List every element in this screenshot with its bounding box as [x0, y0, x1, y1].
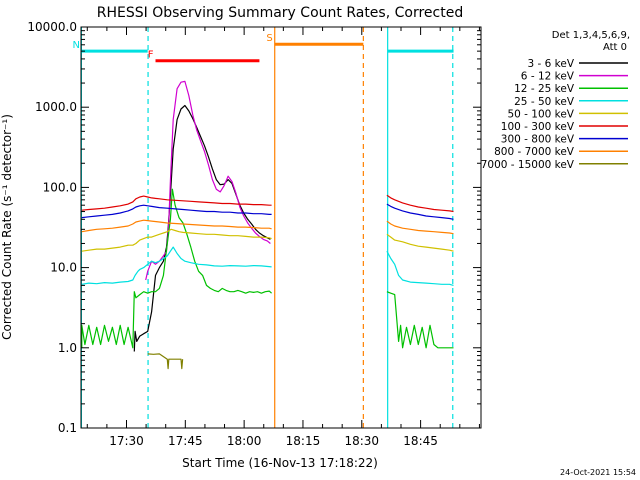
series-8 — [147, 353, 184, 370]
x-tick-label: 18:30 — [344, 434, 379, 448]
x-axis-label: Start Time (16-Nov-13 17:18:22) — [182, 456, 378, 470]
series-line — [133, 104, 271, 352]
legend-label: 25 - 50 keV — [514, 96, 575, 108]
generation-timestamp: 24-Oct-2021 15:54 — [560, 468, 636, 477]
x-tick-label: 18:45 — [403, 434, 438, 448]
y-tick-label: 0.1 — [58, 421, 77, 435]
series-line — [386, 291, 454, 349]
series-line — [81, 195, 272, 211]
legend-label: 12 - 25 keV — [514, 83, 575, 95]
legend-label: 50 - 100 keV — [507, 108, 574, 120]
series-line — [81, 204, 272, 219]
x-tick-label: 18:00 — [227, 434, 262, 448]
x-tick-label: 17:45 — [168, 434, 203, 448]
series-line — [145, 80, 271, 281]
series-line — [147, 353, 184, 370]
series-line — [81, 246, 272, 285]
legend-label: 300 - 800 keV — [501, 134, 575, 146]
series-line — [81, 228, 272, 252]
y-tick-label: 10.0 — [50, 261, 77, 275]
state-band-label-s: S — [266, 33, 272, 44]
series-line — [81, 219, 272, 233]
y-tick-label: 1000.0 — [35, 100, 77, 114]
y-tick-label: 1.0 — [58, 341, 77, 355]
detector-list: Det 1,3,4,5,6,9, — [552, 30, 630, 41]
series-6 — [81, 203, 454, 220]
series-4 — [81, 228, 454, 252]
chart-title: RHESSI Observing Summary Count Rates, Co… — [97, 5, 463, 21]
x-tick-label: 18:15 — [286, 434, 321, 448]
series-3 — [81, 246, 454, 286]
legend-label: 7000 - 15000 keV — [481, 159, 575, 171]
legend-label: 800 - 7000 keV — [494, 146, 575, 158]
series-1 — [145, 80, 271, 281]
series-line — [386, 250, 454, 286]
legend-label: 6 - 12 keV — [521, 71, 575, 83]
series-line — [386, 194, 454, 213]
series-2 — [81, 188, 454, 349]
series-5 — [81, 194, 454, 213]
series-0 — [133, 104, 271, 352]
series-line — [81, 188, 272, 349]
series-line — [386, 233, 454, 252]
plot-frame — [80, 26, 482, 429]
series-line — [386, 220, 454, 235]
legend-label: 3 - 6 keV — [527, 58, 574, 70]
series-line — [386, 203, 454, 220]
y-tick-label: 100.0 — [43, 180, 77, 194]
attenuator-state: Att 0 — [603, 42, 627, 53]
state-band-label-n: N — [73, 40, 80, 51]
state-band-label-f: F — [148, 50, 154, 61]
series-7 — [81, 219, 454, 235]
y-axis-label: Corrected Count Rate (s⁻¹ detector⁻¹) — [0, 114, 14, 340]
x-tick-label: 17:30 — [109, 434, 144, 448]
y-tick-label: 10000.0 — [27, 20, 77, 34]
legend-label: 100 - 300 keV — [501, 121, 575, 133]
